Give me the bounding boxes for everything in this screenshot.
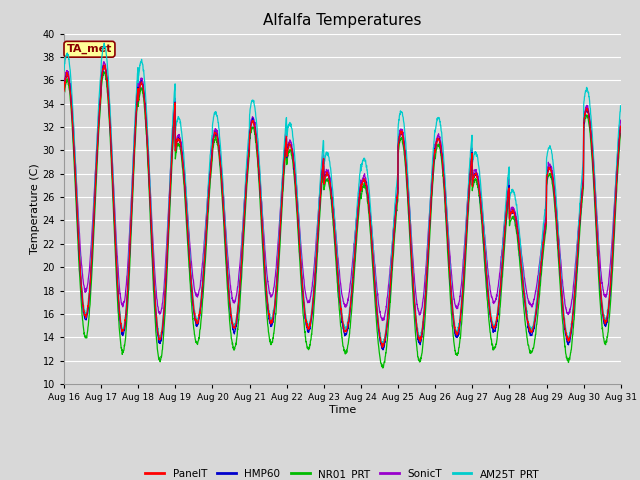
Title: Alfalfa Temperatures: Alfalfa Temperatures bbox=[263, 13, 422, 28]
Legend: PanelT, HMP60, NR01_PRT, SonicT, AM25T_PRT: PanelT, HMP60, NR01_PRT, SonicT, AM25T_P… bbox=[141, 465, 543, 480]
Y-axis label: Temperature (C): Temperature (C) bbox=[29, 163, 40, 254]
X-axis label: Time: Time bbox=[329, 405, 356, 415]
Text: TA_met: TA_met bbox=[67, 44, 112, 54]
